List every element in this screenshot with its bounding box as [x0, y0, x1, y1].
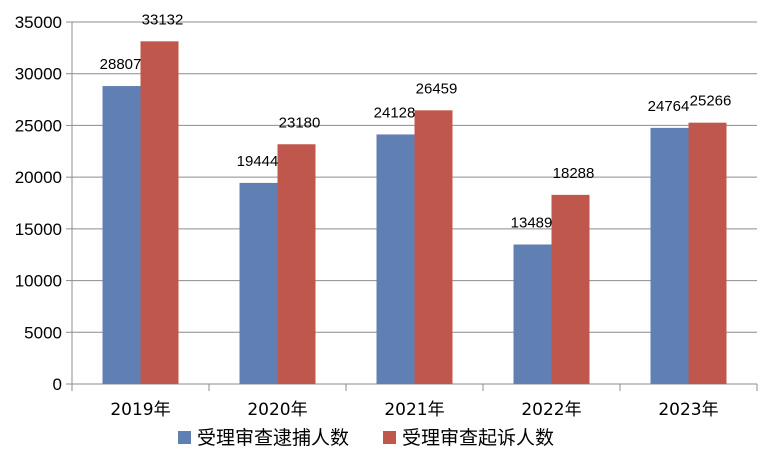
y-tick-label: 20000 [15, 168, 62, 187]
bar-prosecution [140, 41, 179, 384]
bar-prosecution [414, 110, 453, 384]
data-label: 28807 [100, 56, 142, 73]
legend: 受理审查逮捕人数 受理审查起诉人数 [178, 427, 554, 449]
bar-arrest [376, 134, 415, 384]
axes: 0 5000 10000 15000 20000 25000 30000 35000 2019年… [15, 13, 758, 420]
data-label: 13489 [511, 214, 553, 231]
data-label: 19444 [237, 153, 279, 170]
data-label: 33132 [142, 11, 184, 28]
data-label: 23180 [279, 114, 321, 131]
bar-prosecution [688, 122, 727, 384]
bar-arrest [102, 86, 141, 384]
y-tick-label: 15000 [15, 220, 62, 239]
data-label: 26459 [416, 80, 458, 97]
x-category-label: 2019年 [110, 400, 170, 420]
data-labels: 28807 19444 24128 13489 24764 33132 23180 26459… [100, 11, 732, 231]
x-category-label: 2021年 [384, 400, 444, 420]
data-label: 24764 [648, 98, 690, 115]
y-tick-label: 10000 [15, 272, 62, 291]
legend-label: 受理审查起诉人数 [402, 427, 554, 449]
legend-swatch [383, 431, 396, 444]
data-label: 18288 [553, 165, 595, 182]
bar-prosecution [277, 144, 316, 384]
data-label: 24128 [374, 104, 416, 121]
y-tick-label: 0 [53, 375, 62, 394]
bar-arrest [239, 182, 278, 384]
x-category-label: 2023年 [658, 400, 718, 420]
x-category-label: 2022年 [521, 400, 581, 420]
y-tick-label: 5000 [24, 323, 62, 342]
x-category-label: 2020年 [247, 400, 307, 420]
bar-arrest [513, 244, 552, 384]
bar-arrest [650, 127, 689, 385]
bars [102, 41, 727, 385]
y-tick-label: 25000 [15, 116, 62, 135]
bar-prosecution [551, 194, 590, 384]
y-tick-label: 35000 [15, 13, 62, 32]
legend-label: 受理审查逮捕人数 [197, 427, 349, 449]
legend-swatch [178, 431, 191, 444]
data-label: 25266 [690, 93, 732, 110]
y-tick-label: 30000 [15, 65, 62, 84]
